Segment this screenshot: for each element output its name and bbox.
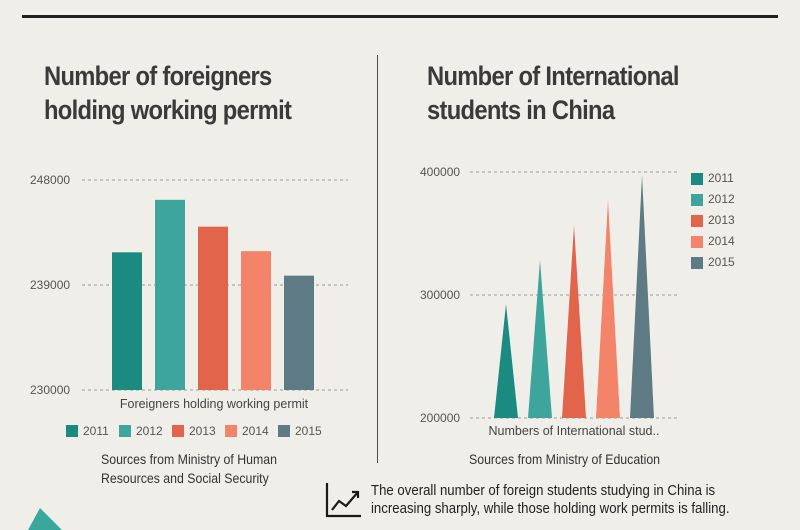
source-work-permits: Sources from Ministry of Human Resources… [101,451,277,486]
bar-0-2013 [198,226,228,390]
legend-label: 2012 [708,192,735,206]
legend-label: 2014 [242,424,269,438]
y-tick-label-0-0: 230000 [30,383,70,397]
y-tick-label-1-2: 400000 [420,165,460,179]
legend-swatch [66,425,78,437]
top-rule [22,15,778,18]
legend-swatch [691,257,703,269]
bar-0-2012 [155,199,185,390]
x-axis-label-1: Numbers of International stud.. [489,424,660,438]
legend-swatch [691,236,703,248]
legend-label: 2012 [136,424,163,438]
bar-0-2015 [284,275,314,390]
annotation-text: The overall number of foreign students s… [371,482,730,517]
legend-swatch [278,425,290,437]
legend-label: 2015 [708,255,735,269]
spike-1-2012 [528,260,552,418]
center-divider [377,55,378,463]
legend-swatch [172,425,184,437]
legend-swatch [691,173,703,185]
bar-0-2011 [112,252,142,390]
x-axis-label-0: Foreigners holding working permit [120,397,309,411]
y-tick-label-0-2: 248000 [30,173,70,187]
spike-1-2014 [596,200,620,418]
y-tick-label-1-0: 200000 [420,411,460,425]
legend-swatch [691,215,703,227]
source-students: Sources from Ministry of Education [469,451,661,467]
legend-label: 2014 [708,234,735,248]
legend-label: 2011 [83,424,109,438]
chart-title-students: Number of International students in Chin… [427,61,679,125]
spike-1-2011 [494,304,518,418]
trend-line-icon [325,483,361,518]
legend-swatch [691,194,703,206]
legend-swatch [119,425,131,437]
y-tick-label-0-1: 239000 [30,278,70,292]
legend-label: 2013 [189,424,216,438]
bar-0-2014 [241,251,271,390]
legend-swatch [225,425,237,437]
legend-label: 2011 [708,171,734,185]
chart-title-work-permits: Number of foreigners holding working per… [44,61,292,125]
spike-1-2013 [562,225,586,418]
legend-work-permits: 2011 2012 2013 2014 2015 [66,423,366,439]
spike-1-2015 [630,174,654,418]
legend-label: 2015 [295,424,322,438]
y-tick-label-1-1: 300000 [420,288,460,302]
legend-label: 2013 [708,213,735,227]
corner-accent-shape [28,508,62,530]
